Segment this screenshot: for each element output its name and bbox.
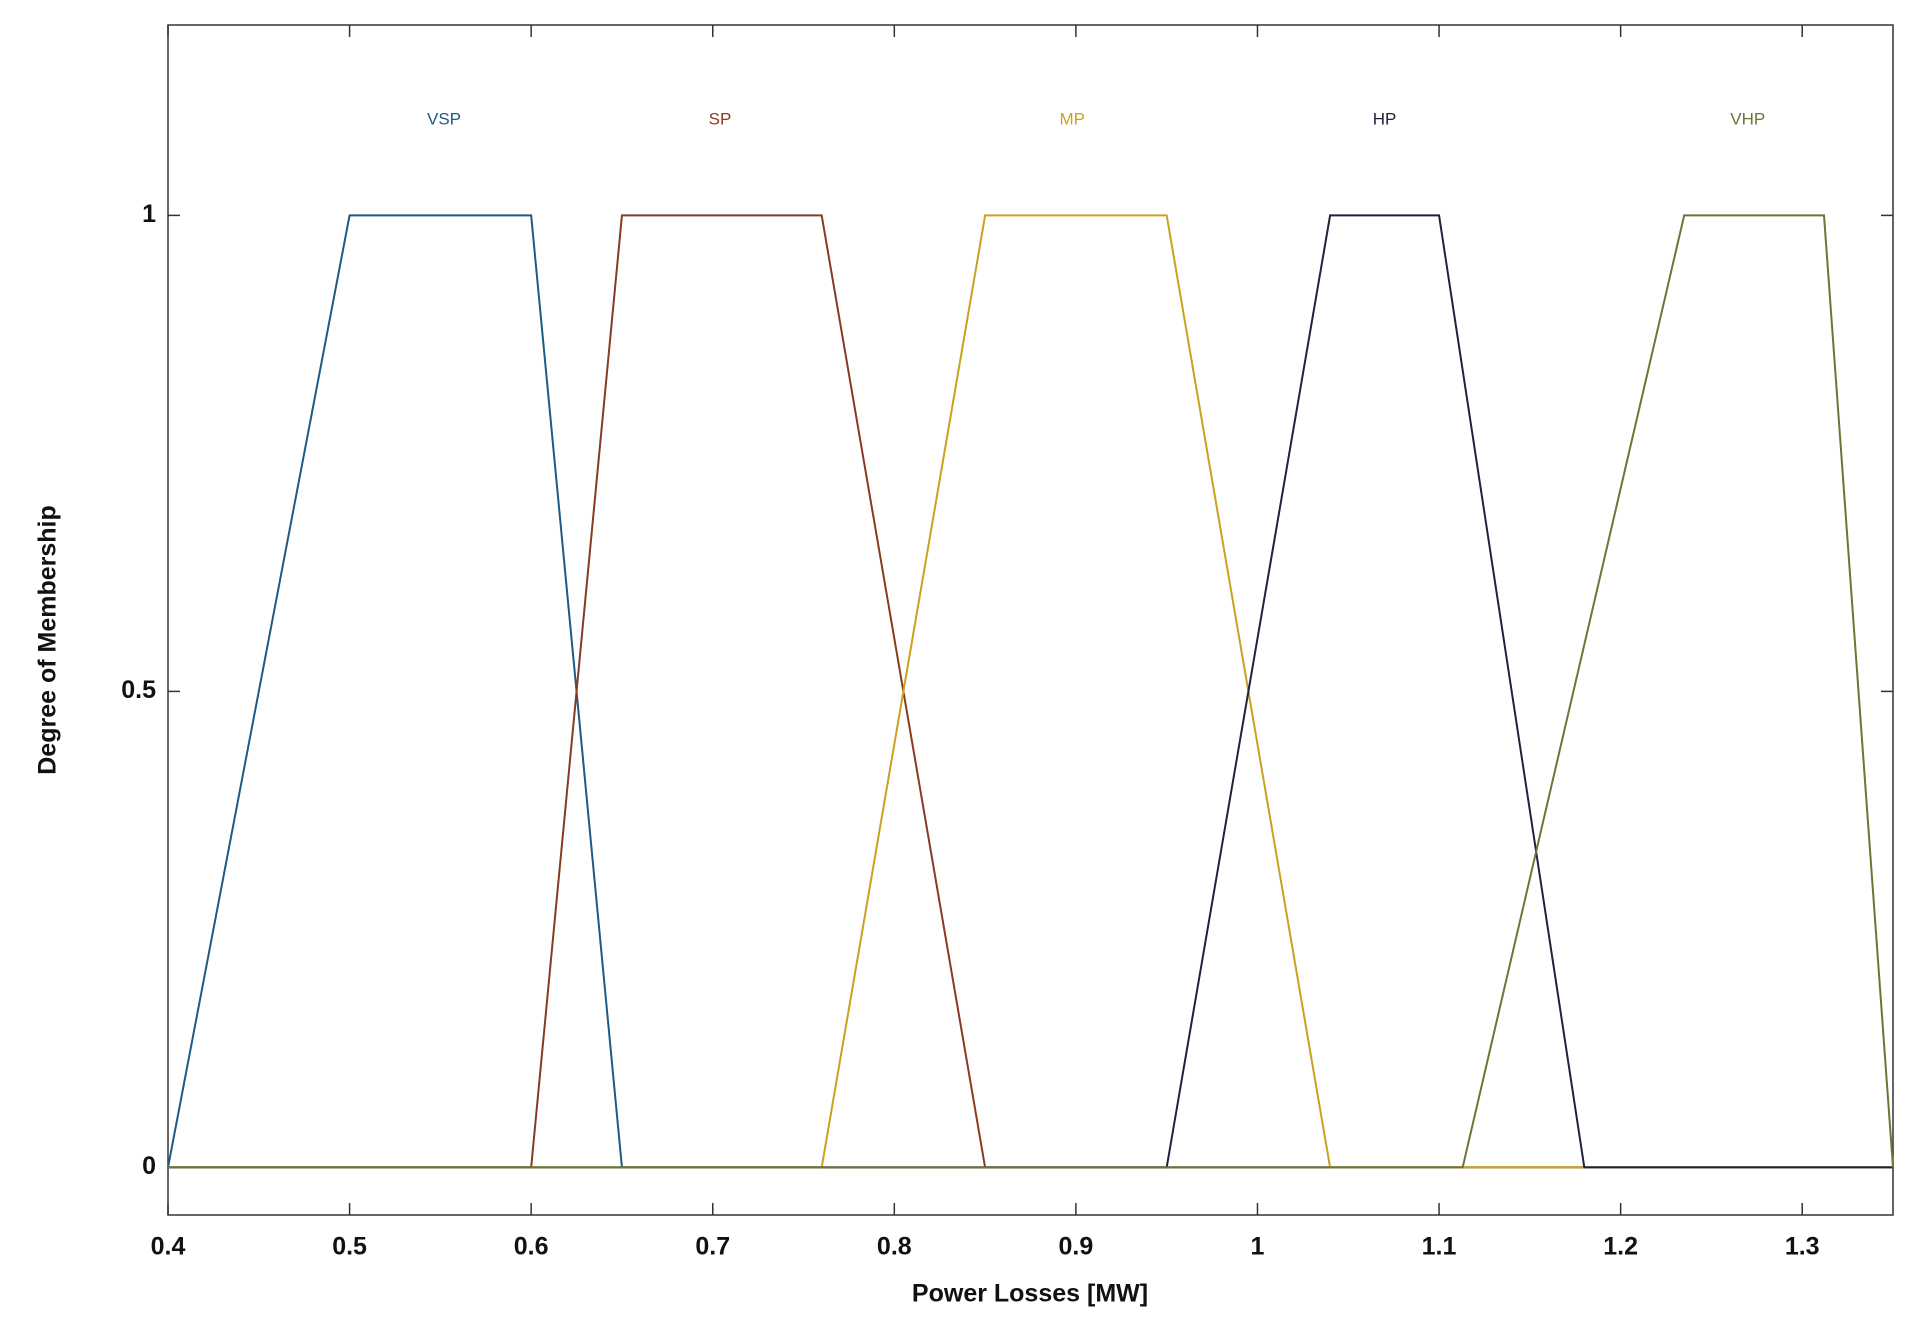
x-tick-label: 0.5 xyxy=(332,1233,367,1261)
membership-line xyxy=(168,214,1893,1169)
membership-line xyxy=(167,214,1893,1169)
y-tick-label: 0.5 xyxy=(121,676,156,704)
plot-frame xyxy=(167,24,1894,1216)
x-tick-label: 0.9 xyxy=(1059,1233,1094,1261)
y-axis-label: Degree of Membership xyxy=(34,505,62,775)
x-tick-label: 0.7 xyxy=(695,1233,730,1261)
y-tick-label: 1 xyxy=(142,200,156,228)
x-axis-label: Power Losses [MW] xyxy=(912,1280,1148,1308)
x-tick-label: 0.8 xyxy=(877,1233,912,1261)
x-tick-label: 0.4 xyxy=(151,1233,186,1261)
series-label: HP xyxy=(1373,110,1397,129)
membership-line xyxy=(168,214,1893,1169)
series-label: VHP xyxy=(1730,110,1765,129)
x-tick-label: 0.6 xyxy=(514,1233,549,1261)
x-tick-label: 1.1 xyxy=(1422,1233,1457,1261)
membership-line xyxy=(168,214,1894,1169)
membership-line xyxy=(168,214,1893,1169)
series-label: MP xyxy=(1060,110,1086,129)
series-label: SP xyxy=(709,110,732,129)
x-tick-label: 1 xyxy=(1251,1233,1265,1261)
series-label: VSP xyxy=(427,110,461,129)
x-tick-label: 1.2 xyxy=(1603,1233,1638,1261)
y-tick-label: 0 xyxy=(142,1152,156,1180)
x-tick-label: 1.3 xyxy=(1785,1233,1820,1261)
